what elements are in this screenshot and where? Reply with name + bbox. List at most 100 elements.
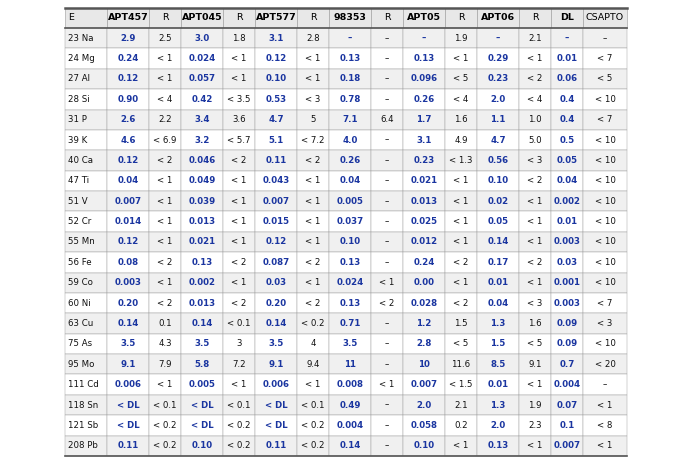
Text: < 1: < 1	[305, 217, 320, 226]
Bar	[255, 375, 297, 395]
Bar	[403, 293, 445, 313]
Bar	[403, 313, 445, 334]
Text: < 3.5: < 3.5	[227, 95, 251, 104]
Text: 6.4: 6.4	[380, 115, 394, 124]
Bar	[297, 252, 329, 273]
Text: 0.14: 0.14	[339, 441, 361, 450]
Text: R: R	[236, 13, 242, 23]
Bar	[583, 232, 627, 252]
Text: 0.007: 0.007	[554, 441, 581, 450]
Text: < 0.1: < 0.1	[227, 319, 251, 328]
Text: 8.5: 8.5	[491, 360, 506, 369]
Bar	[403, 49, 445, 69]
Bar	[329, 89, 371, 109]
Bar	[255, 334, 297, 354]
Text: –: –	[603, 380, 607, 389]
Bar	[65, 49, 107, 69]
Bar	[65, 150, 107, 170]
Text: < 1: < 1	[527, 441, 543, 450]
Bar	[519, 436, 551, 456]
Bar	[223, 415, 255, 436]
Text: APT05: APT05	[407, 13, 441, 23]
Bar	[403, 375, 445, 395]
Bar	[403, 8, 445, 28]
Text: < 1: < 1	[527, 197, 543, 206]
Bar	[519, 28, 551, 49]
Bar	[223, 334, 255, 354]
Text: 4.0: 4.0	[343, 135, 358, 145]
Bar	[445, 8, 477, 28]
Bar	[181, 252, 223, 273]
Bar	[551, 130, 583, 150]
Text: 0.01: 0.01	[487, 380, 509, 389]
Text: < 1: < 1	[231, 237, 246, 247]
Bar	[149, 375, 181, 395]
Text: 3.1: 3.1	[417, 135, 432, 145]
Bar	[403, 252, 445, 273]
Text: < 7: < 7	[597, 54, 612, 63]
Text: 11.6: 11.6	[451, 360, 471, 369]
Bar	[297, 130, 329, 150]
Text: < 3: < 3	[597, 319, 612, 328]
Bar	[477, 130, 519, 150]
Bar	[329, 130, 371, 150]
Text: –: –	[385, 135, 389, 145]
Text: 4.3: 4.3	[158, 340, 172, 348]
Bar	[297, 8, 329, 28]
Text: < 1: < 1	[527, 217, 543, 226]
Text: < 1: < 1	[527, 54, 543, 63]
Bar	[149, 69, 181, 89]
Bar	[477, 170, 519, 191]
Bar	[149, 109, 181, 130]
Text: 0.03: 0.03	[556, 258, 578, 267]
Bar	[583, 313, 627, 334]
Bar	[329, 49, 371, 69]
Bar	[583, 375, 627, 395]
Bar	[223, 89, 255, 109]
Bar	[477, 252, 519, 273]
Bar	[255, 191, 297, 212]
Text: 0.015: 0.015	[262, 217, 289, 226]
Bar	[371, 436, 403, 456]
Bar	[255, 150, 297, 170]
Bar	[107, 150, 149, 170]
Text: < 0.1: < 0.1	[301, 401, 325, 409]
Text: 0.007: 0.007	[410, 380, 437, 389]
Text: < 1: < 1	[305, 74, 320, 84]
Text: APT06: APT06	[481, 13, 515, 23]
Bar	[477, 436, 519, 456]
Bar	[519, 150, 551, 170]
Text: CSAPTO: CSAPTO	[586, 13, 624, 23]
Bar	[403, 273, 445, 293]
Bar	[551, 8, 583, 28]
Bar	[107, 191, 149, 212]
Text: < 1: < 1	[527, 278, 543, 287]
Bar	[551, 69, 583, 89]
Text: 5.8: 5.8	[194, 360, 210, 369]
Bar	[551, 415, 583, 436]
Bar	[223, 8, 255, 28]
Bar	[519, 395, 551, 415]
Bar	[297, 293, 329, 313]
Bar	[297, 109, 329, 130]
Text: 1.9: 1.9	[528, 401, 542, 409]
Text: 0.26: 0.26	[339, 156, 361, 165]
Bar	[519, 69, 551, 89]
Bar	[223, 354, 255, 375]
Text: 2.8: 2.8	[306, 34, 320, 43]
Bar	[551, 334, 583, 354]
Text: 0.4: 0.4	[559, 95, 574, 104]
Bar	[403, 354, 445, 375]
Bar	[551, 375, 583, 395]
Text: 55 Mn: 55 Mn	[68, 237, 95, 247]
Text: 2.0: 2.0	[491, 421, 506, 430]
Bar	[255, 436, 297, 456]
Bar	[371, 109, 403, 130]
Bar	[65, 415, 107, 436]
Bar	[107, 49, 149, 69]
Bar	[255, 252, 297, 273]
Text: < 2: < 2	[305, 156, 320, 165]
Bar	[371, 293, 403, 313]
Text: < 10: < 10	[594, 340, 615, 348]
Text: 0.13: 0.13	[487, 441, 509, 450]
